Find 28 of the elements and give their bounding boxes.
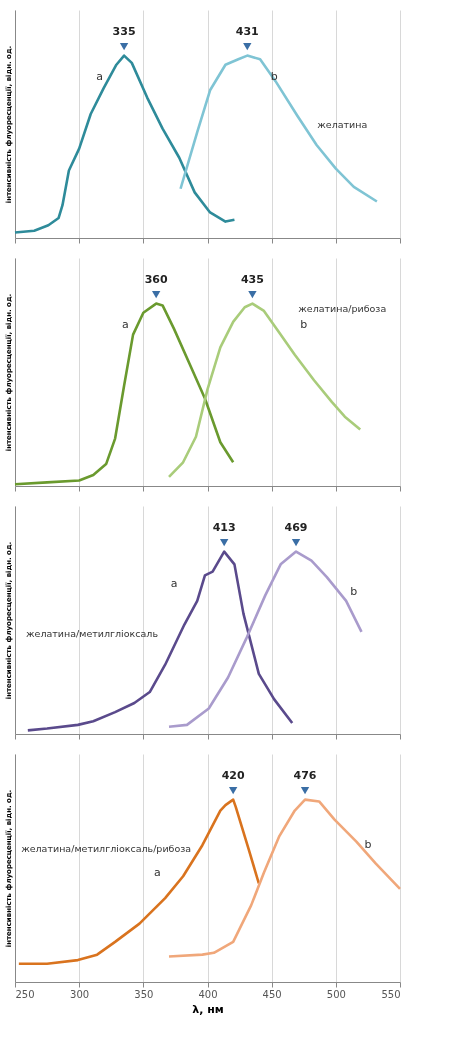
series-label: a [121,318,129,332]
series-label: a [154,865,161,879]
x-axis-title: λ, нм [192,1002,224,1016]
annotation: желатина/метилгліоксаль [26,627,159,639]
series-label: b [364,838,372,852]
series-label: b [300,318,308,332]
x-tick-label: 500 [326,988,346,1000]
x-tick-label: 450 [262,988,282,1000]
annotation: 413 [212,520,236,534]
annotation: желатина [317,118,368,130]
annotation: желатина/метилгліоксаль/рибоза [21,842,192,854]
annotation: 420 [221,768,245,782]
annotation: 435 [240,272,264,286]
series-label: b [350,584,358,598]
series-label: a [170,577,178,591]
x-tick-label: 250 [15,988,35,1000]
x-tick-label: 300 [70,988,90,1000]
annotation: 476 [293,768,317,782]
x-tick-label: 550 [381,988,401,1000]
series-label: b [270,70,278,84]
annotation: 335 [112,24,136,38]
annotation: 431 [235,24,259,38]
x-tick-label: 350 [134,988,154,1000]
x-tick-label: 400 [198,988,218,1000]
annotation: 469 [284,520,308,534]
annotation: 360 [144,272,168,286]
series-label: a [96,70,104,84]
annotation: желатина/рибоза [298,303,387,315]
